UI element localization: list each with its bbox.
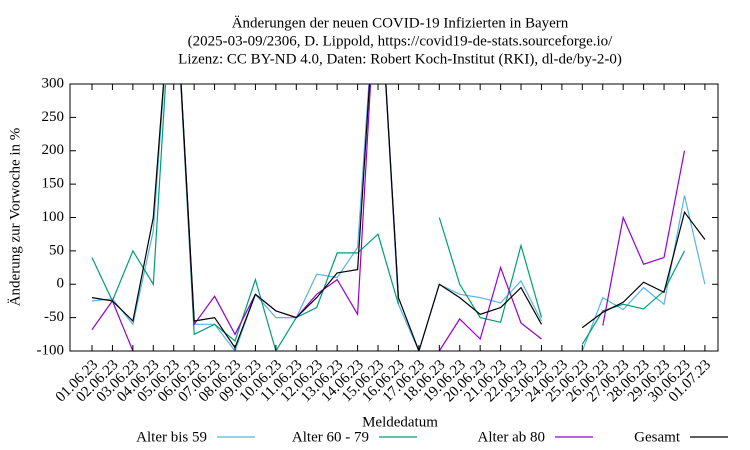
x-axis-label: Meldedatum xyxy=(362,414,438,430)
y-tick-label: 150 xyxy=(42,176,65,192)
y-tick-label: 0 xyxy=(57,276,65,292)
y-tick-label: 250 xyxy=(42,109,65,125)
y-tick-label: -100 xyxy=(37,342,65,358)
title-line: Lizenz: CC BY-ND 4.0, Daten: Robert Koch… xyxy=(178,51,622,67)
y-axis-label: Änderung zur Vorwoche in % xyxy=(6,128,23,307)
y-tick-label: -50 xyxy=(44,309,64,325)
title-line: (2025-03-09/2306, D. Lippold, https://co… xyxy=(188,33,613,49)
legend-label: Alter 60 - 79 xyxy=(292,429,369,445)
legend-label: Alter bis 59 xyxy=(136,429,207,445)
y-tick-label: 200 xyxy=(42,142,65,158)
legend-label: Alter ab 80 xyxy=(478,429,545,445)
plot-area xyxy=(91,84,706,351)
y-tick-label: 50 xyxy=(49,242,64,258)
legend-label: Gesamt xyxy=(634,429,681,445)
y-tick-label: 100 xyxy=(42,209,65,225)
title-line: Änderungen der neuen COVID-19 Infizierte… xyxy=(232,14,569,31)
y-tick-label: 300 xyxy=(42,75,65,91)
series-line xyxy=(91,84,706,351)
